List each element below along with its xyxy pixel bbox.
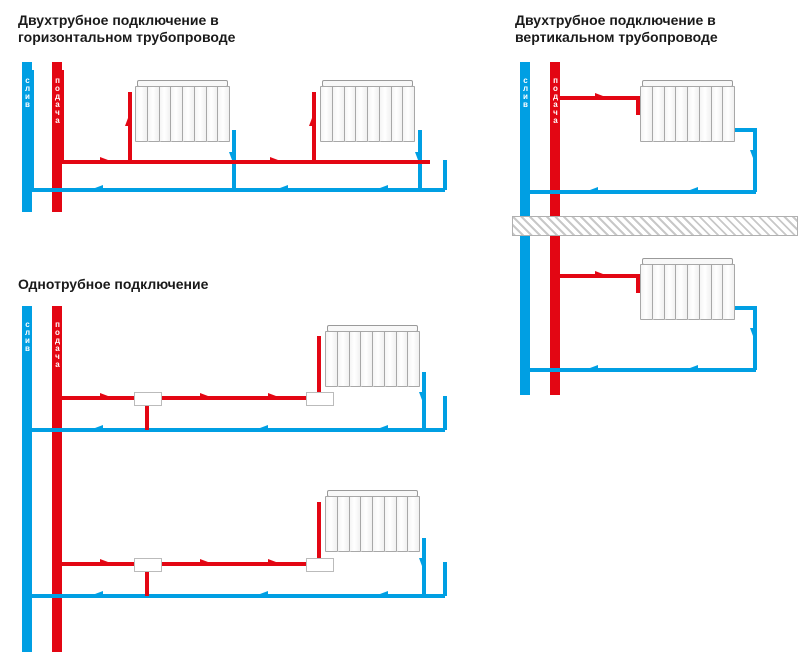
flow-arrow: [260, 425, 268, 431]
horiz2-title: Двухтрубное подключение в горизонтальном…: [18, 12, 235, 46]
single-title: Однотрубное подключение: [18, 276, 208, 293]
radiator: [325, 490, 420, 552]
flow-arrow: [419, 392, 425, 400]
pipe: [528, 368, 756, 372]
flow-arrow: [380, 425, 388, 431]
pipe: [312, 92, 316, 160]
pipe: [317, 502, 321, 562]
tee-fitting: [134, 558, 162, 572]
pipe: [528, 190, 756, 194]
flow-arrow: [590, 365, 598, 371]
return-label: слив: [521, 76, 530, 108]
pipe: [443, 396, 447, 430]
pipe: [753, 306, 757, 370]
flow-arrow: [750, 150, 756, 158]
pipe: [443, 160, 447, 190]
flow-arrow: [690, 187, 698, 193]
flow-arrow: [380, 591, 388, 597]
flow-arrow: [95, 425, 103, 431]
flow-arrow: [200, 393, 208, 399]
tee-fitting: [134, 392, 162, 406]
pipe: [60, 70, 64, 162]
pipe: [735, 128, 755, 132]
flow-arrow: [415, 152, 421, 160]
flow-arrow: [280, 185, 288, 191]
flow-arrow: [100, 157, 108, 163]
diagram-canvas: Двухтрубное подключение в горизонтальном…: [0, 0, 800, 660]
flow-arrow: [590, 187, 598, 193]
pipe: [422, 538, 426, 594]
radiator: [325, 325, 420, 387]
radiator: [640, 258, 735, 320]
tee-fitting: [306, 392, 334, 406]
flow-arrow: [309, 118, 315, 126]
supply-label: подача: [551, 76, 560, 124]
radiator: [640, 80, 735, 142]
flow-arrow: [268, 393, 276, 399]
flow-arrow: [100, 559, 108, 565]
flow-arrow: [95, 185, 103, 191]
flow-arrow: [95, 591, 103, 597]
tee-fitting: [306, 558, 334, 572]
return-label: слив: [23, 320, 32, 352]
flow-arrow: [595, 93, 603, 99]
pipe: [128, 92, 132, 160]
flow-arrow: [229, 152, 235, 160]
pipe: [30, 70, 34, 190]
pipe: [22, 306, 32, 652]
pipe: [735, 306, 755, 310]
floor-slab: [512, 216, 798, 236]
vert2-title: Двухтрубное подключение в вертикальном т…: [515, 12, 718, 46]
pipe: [422, 372, 426, 428]
flow-arrow: [270, 157, 278, 163]
supply-label: подача: [53, 320, 62, 368]
flow-arrow: [200, 559, 208, 565]
pipe: [60, 160, 430, 164]
flow-arrow: [380, 185, 388, 191]
flow-arrow: [100, 393, 108, 399]
pipe: [443, 562, 447, 596]
radiator: [135, 80, 230, 142]
flow-arrow: [595, 271, 603, 277]
flow-arrow: [750, 328, 756, 336]
radiator: [320, 80, 415, 142]
pipe: [317, 336, 321, 396]
flow-arrow: [419, 558, 425, 566]
pipe: [753, 128, 757, 192]
flow-arrow: [260, 591, 268, 597]
flow-arrow: [690, 365, 698, 371]
flow-arrow: [125, 118, 131, 126]
flow-arrow: [268, 559, 276, 565]
